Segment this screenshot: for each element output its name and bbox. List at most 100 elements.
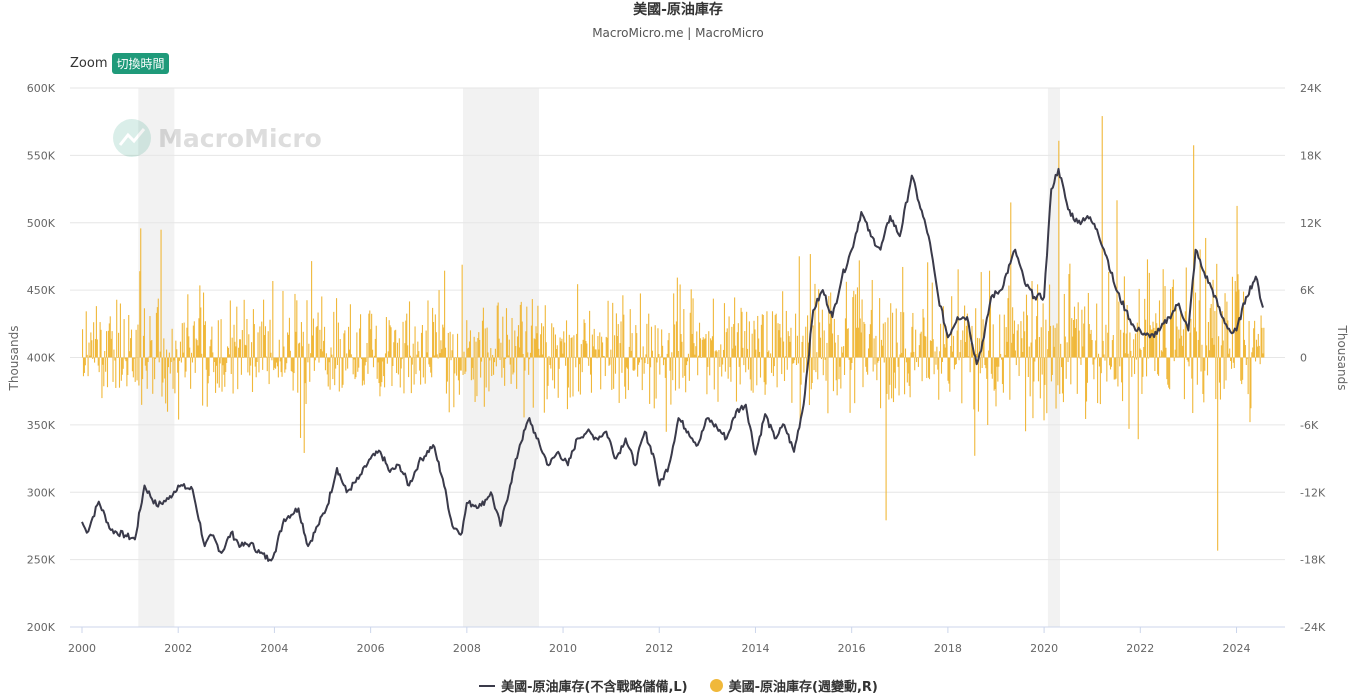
weekly-change-bar (1119, 357, 1121, 367)
weekly-change-bar (904, 348, 907, 358)
weekly-change-bar (333, 311, 335, 358)
weekly-change-bar (765, 357, 767, 385)
legend-item-weekly-change[interactable]: 美國-原油庫存(週變動,R) (709, 676, 878, 695)
weekly-change-bar (616, 335, 618, 358)
weekly-change-bar (1072, 336, 1074, 358)
weekly-change-bar (838, 357, 840, 380)
weekly-change-bar (568, 334, 570, 358)
weekly-change-bar (247, 357, 249, 373)
weekly-change-bar (111, 331, 113, 358)
weekly-change-bar (906, 357, 908, 383)
weekly-change-bar (1085, 357, 1088, 402)
legend-item-inventory[interactable]: 美國-原油庫存(不含戰略儲備,L) (479, 676, 688, 695)
weekly-change-bar (774, 315, 776, 358)
weekly-change-bar (1037, 357, 1040, 382)
weekly-change-bar (1057, 357, 1059, 386)
weekly-change-bar (525, 331, 527, 358)
weekly-change-bar (886, 357, 888, 394)
weekly-change-bar (674, 357, 677, 391)
weekly-change-bar (1242, 357, 1244, 380)
weekly-change-bar (893, 357, 895, 373)
weekly-change-bar (1209, 308, 1211, 358)
weekly-change-bar (1063, 293, 1065, 358)
weekly-change-bar (298, 343, 300, 358)
weekly-change-bar (611, 357, 613, 390)
weekly-change-bar (1241, 357, 1243, 385)
weekly-change-bar (1180, 312, 1182, 358)
weekly-change-bar (1026, 315, 1028, 358)
weekly-change-bar (207, 357, 209, 384)
weekly-change-bar (1012, 307, 1014, 358)
weekly-change-bar (637, 357, 639, 377)
weekly-change-bar (448, 357, 450, 413)
weekly-change-bar (299, 357, 302, 438)
weekly-change-bar (464, 357, 466, 374)
weekly-change-bar (297, 357, 299, 393)
weekly-change-bar (1102, 340, 1104, 358)
weekly-change-bar (553, 327, 555, 358)
weekly-change-bar (258, 357, 260, 373)
weekly-change-bar (505, 357, 507, 360)
weekly-change-bar (1161, 351, 1163, 358)
weekly-change-bar (225, 357, 227, 373)
weekly-change-bar (666, 353, 668, 358)
weekly-change-bar (884, 322, 886, 358)
weekly-change-bar (272, 281, 274, 358)
weekly-change-bar (584, 322, 586, 358)
weekly-change-bar (632, 357, 634, 371)
weekly-change-bar (951, 296, 953, 358)
weekly-change-bar (885, 357, 887, 521)
weekly-change-bar (220, 319, 222, 358)
weekly-change-bar (782, 291, 784, 358)
weekly-change-bar (998, 357, 1000, 367)
weekly-change-bar (981, 357, 983, 368)
weekly-change-bar (193, 321, 195, 358)
macromicro-watermark: MacroMicro (113, 119, 322, 157)
weekly-change-bar (956, 330, 958, 358)
weekly-change-bar (301, 346, 303, 358)
weekly-change-bar (273, 357, 275, 371)
weekly-change-bar (840, 357, 842, 389)
weekly-change-bar (439, 353, 441, 358)
weekly-change-bar (1198, 300, 1200, 358)
weekly-change-bar (940, 357, 943, 374)
weekly-change-bar (783, 357, 786, 381)
weekly-change-bar (1083, 323, 1085, 358)
weekly-change-bar (450, 357, 452, 361)
weekly-change-bar (851, 357, 853, 363)
weekly-change-bar (1052, 325, 1054, 358)
weekly-change-bar (579, 357, 581, 395)
weekly-change-bar (287, 334, 290, 358)
weekly-change-bar (1023, 311, 1025, 358)
weekly-change-bar (365, 357, 367, 363)
weekly-change-bar (707, 357, 709, 367)
weekly-change-bar (513, 357, 515, 373)
weekly-change-bar (1182, 345, 1184, 358)
weekly-change-bar (1230, 357, 1233, 369)
weekly-change-bar (963, 357, 965, 358)
weekly-change-bar (374, 338, 376, 358)
weekly-change-bar (780, 337, 782, 358)
weekly-change-bar (386, 357, 388, 364)
weekly-change-bar (699, 338, 701, 358)
weekly-change-bar (934, 351, 936, 358)
weekly-change-bar (1245, 357, 1247, 366)
x-tick-label: 2000 (68, 642, 96, 655)
weekly-change-bar (178, 357, 181, 361)
weekly-change-bar (922, 308, 924, 358)
weekly-change-bar (832, 357, 834, 392)
weekly-change-bar (151, 339, 153, 358)
weekly-change-bar (481, 357, 483, 362)
weekly-change-bar (731, 326, 733, 358)
weekly-change-bar (988, 350, 990, 358)
switch-time-button[interactable]: 切換時間 (112, 53, 169, 74)
weekly-change-bar (716, 351, 718, 358)
weekly-change-bar (806, 357, 808, 375)
weekly-change-bar (259, 326, 261, 358)
weekly-change-bar (466, 320, 468, 358)
weekly-change-bar (113, 349, 115, 358)
weekly-change-bar (640, 357, 642, 360)
weekly-change-bar (241, 330, 243, 358)
weekly-change-bar (860, 332, 862, 358)
weekly-change-bar (396, 342, 399, 358)
